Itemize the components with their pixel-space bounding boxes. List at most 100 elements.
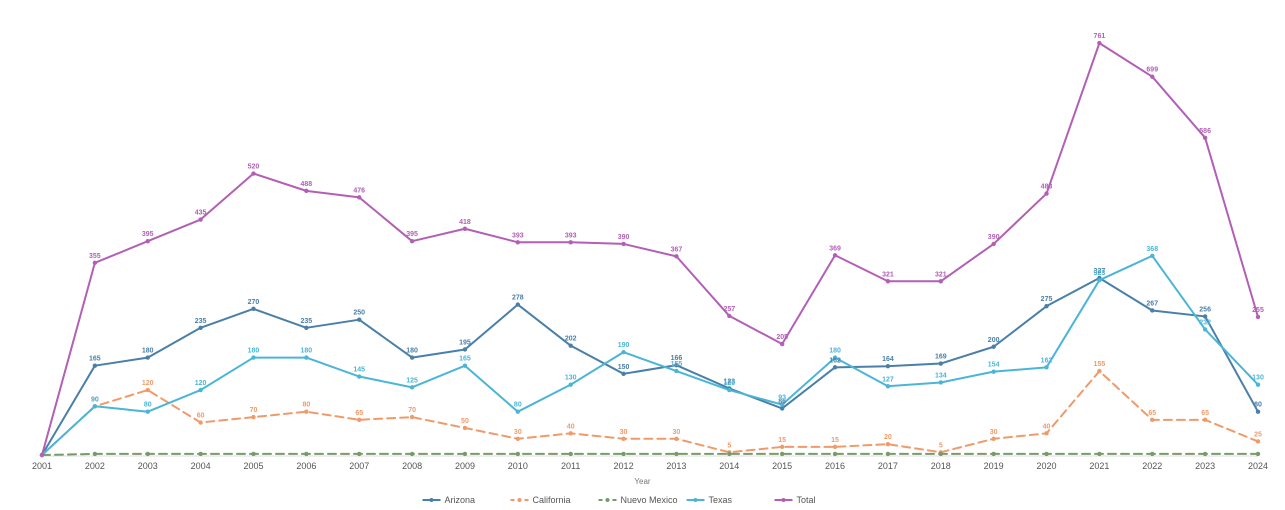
data-point-total xyxy=(727,313,732,319)
data-point-nuevo-mexico xyxy=(885,451,891,457)
data-label-total: 321 xyxy=(882,271,894,278)
data-point-arizona xyxy=(462,347,468,352)
data-point-arizona xyxy=(1150,308,1155,313)
data-point-nuevo-mexico xyxy=(1202,451,1208,457)
data-label-total: 257 xyxy=(723,306,735,313)
data-point-california xyxy=(674,436,679,441)
data-label-texas: 180 xyxy=(301,348,313,355)
legend-label-california: California xyxy=(533,495,571,505)
data-point-arizona xyxy=(145,355,150,360)
x-tick-label: 2024 xyxy=(1248,461,1268,471)
x-tick-label: 2005 xyxy=(243,461,263,471)
data-label-california: 30 xyxy=(620,429,628,436)
data-label-arizona: 195 xyxy=(459,339,471,346)
data-label-arizona: 164 xyxy=(882,356,894,363)
data-point-nuevo-mexico xyxy=(462,451,468,457)
data-point-texas xyxy=(1044,365,1049,370)
data-label-texas: 80 xyxy=(144,402,152,409)
data-point-nuevo-mexico xyxy=(304,451,309,457)
data-point-nuevo-mexico xyxy=(1255,451,1261,457)
data-point-total xyxy=(885,279,891,284)
data-point-texas xyxy=(885,384,891,389)
data-label-arizona: 267 xyxy=(1146,300,1158,307)
data-point-total xyxy=(92,260,98,266)
data-point-total xyxy=(409,239,415,244)
series-lines xyxy=(39,40,1261,458)
data-point-texas xyxy=(568,382,573,387)
data-label-california: 25 xyxy=(1254,431,1262,438)
data-label-arizona: 180 xyxy=(406,348,418,355)
data-point-arizona xyxy=(938,361,943,366)
data-point-california xyxy=(832,444,838,450)
x-tick-label: 2008 xyxy=(402,461,422,471)
data-label-arizona: 256 xyxy=(1199,306,1211,313)
data-label-arizona: 200 xyxy=(988,337,1000,344)
data-labels: 165 180 235 270 235 250 180 195 278 202 150 166 123 8… xyxy=(89,33,1264,449)
data-label-arizona: 169 xyxy=(935,354,947,361)
data-label-california: 120 xyxy=(142,380,154,387)
data-label-california: 15 xyxy=(831,437,839,444)
data-point-texas xyxy=(409,385,415,390)
data-label-arizona: 166 xyxy=(671,355,683,362)
data-label-total: 520 xyxy=(248,164,260,171)
data-label-california: 65 xyxy=(1148,410,1156,417)
legend-marker-nuevo-mexico xyxy=(605,498,610,502)
legend-label-arizona: Arizona xyxy=(445,495,476,505)
data-label-total: 418 xyxy=(459,219,471,226)
data-point-total xyxy=(832,253,838,258)
data-point-arizona xyxy=(991,344,996,349)
data-label-texas: 180 xyxy=(829,348,841,355)
data-point-california xyxy=(145,387,150,393)
data-point-arizona xyxy=(568,343,573,348)
data-point-nuevo-mexico xyxy=(198,451,203,457)
data-label-california: 65 xyxy=(1201,410,1209,417)
data-label-arizona: 327 xyxy=(1094,268,1106,275)
data-label-total: 255 xyxy=(1252,307,1264,314)
data-label-arizona: 235 xyxy=(301,318,313,325)
data-point-arizona xyxy=(198,325,203,331)
data-point-california xyxy=(621,436,626,441)
x-tick-label: 2001 xyxy=(32,461,52,471)
data-point-california xyxy=(357,417,362,423)
data-label-texas: 134 xyxy=(935,372,947,379)
data-point-total xyxy=(304,188,309,194)
data-label-arizona: 270 xyxy=(248,299,260,306)
data-point-california xyxy=(1255,439,1261,444)
data-label-texas: 125 xyxy=(406,377,418,384)
data-label-texas: 127 xyxy=(882,376,894,383)
x-tick-label: 2022 xyxy=(1142,461,1162,471)
data-label-texas: 93 xyxy=(778,395,786,402)
data-point-nuevo-mexico xyxy=(1150,451,1155,457)
x-tick-label: 2013 xyxy=(666,461,686,471)
data-point-arizona xyxy=(357,317,362,322)
data-point-arizona xyxy=(515,302,521,307)
x-tick-label: 2019 xyxy=(984,461,1004,471)
data-label-total: 586 xyxy=(1199,128,1211,135)
data-label-texas: 368 xyxy=(1146,246,1158,253)
x-tick-label: 2004 xyxy=(191,461,211,471)
data-label-california: 30 xyxy=(673,429,681,436)
data-point-nuevo-mexico xyxy=(409,451,415,457)
data-label-arizona: 123 xyxy=(723,378,735,385)
data-label-arizona: 275 xyxy=(1041,296,1053,303)
data-point-total xyxy=(515,240,521,245)
x-tick-label: 2020 xyxy=(1037,461,1057,471)
data-point-california xyxy=(1150,417,1155,423)
data-label-california: 5 xyxy=(727,442,731,449)
data-label-texas: 130 xyxy=(1252,375,1264,382)
data-point-total xyxy=(198,217,203,222)
series-line-california xyxy=(41,370,1259,456)
data-label-texas: 165 xyxy=(459,356,471,363)
x-tick-label: 2010 xyxy=(508,461,528,471)
data-point-texas xyxy=(145,409,150,414)
legend-marker-california xyxy=(517,498,522,502)
data-point-california xyxy=(409,414,415,420)
data-point-texas xyxy=(991,369,996,374)
legend-marker-total xyxy=(781,498,786,502)
data-point-arizona xyxy=(409,355,415,360)
x-tick-label: 2006 xyxy=(296,461,316,471)
data-point-arizona xyxy=(1044,303,1049,309)
data-label-total: 761 xyxy=(1094,33,1106,40)
data-point-california xyxy=(251,414,256,420)
data-label-texas: 80 xyxy=(514,402,522,409)
